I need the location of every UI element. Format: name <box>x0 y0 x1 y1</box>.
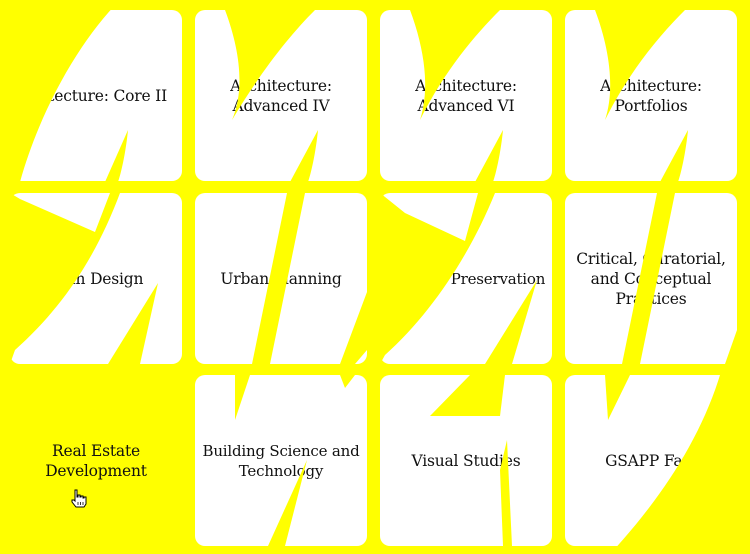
tile-gsapp-fam[interactable]: GSAPP Fam <box>565 375 737 546</box>
tile-label: Visual Studies <box>411 451 521 470</box>
tile-architecture-advanced-vi[interactable]: Architecture: Advanced VI <box>380 10 552 181</box>
tile-visual-studies[interactable]: Visual Studies <box>380 375 552 546</box>
tile-label: Urban Planning <box>220 269 342 288</box>
tile-urban-planning[interactable]: Urban Planning <box>195 193 367 364</box>
tile-historic-preservation[interactable]: Historic Preservation <box>380 193 552 364</box>
tile-critical-curatorial-conceptual-practices[interactable]: Critical, Curatorial, and Conceptual Pra… <box>565 193 737 364</box>
tile-label: Real Estate Development <box>45 441 147 480</box>
tile-label: Historic Preservation <box>386 269 546 288</box>
tile-real-estate-development[interactable]: Real Estate Development <box>10 375 182 546</box>
tile-label: Building Science and Technology <box>202 441 360 480</box>
tile-architecture-core-ii[interactable]: Architecture: Core II <box>7 10 182 181</box>
tile-label: Architecture: Advanced IV <box>230 76 332 115</box>
tile-urban-design[interactable]: Urban Design <box>10 193 182 364</box>
tile-label: Urban Design <box>36 269 144 288</box>
tile-label: Architecture: Portfolios <box>600 76 702 115</box>
tile-label: Architecture: Core II <box>7 86 167 105</box>
tile-label: Critical, Curatorial, and Conceptual Pra… <box>576 249 726 308</box>
tile-architecture-portfolios[interactable]: Architecture: Portfolios <box>565 10 737 181</box>
tile-architecture-advanced-iv[interactable]: Architecture: Advanced IV <box>195 10 367 181</box>
tile-label: Architecture: Advanced VI <box>415 76 517 115</box>
tile-building-science-technology[interactable]: Building Science and Technology <box>195 375 367 546</box>
tile-label: GSAPP Fam <box>605 451 697 470</box>
